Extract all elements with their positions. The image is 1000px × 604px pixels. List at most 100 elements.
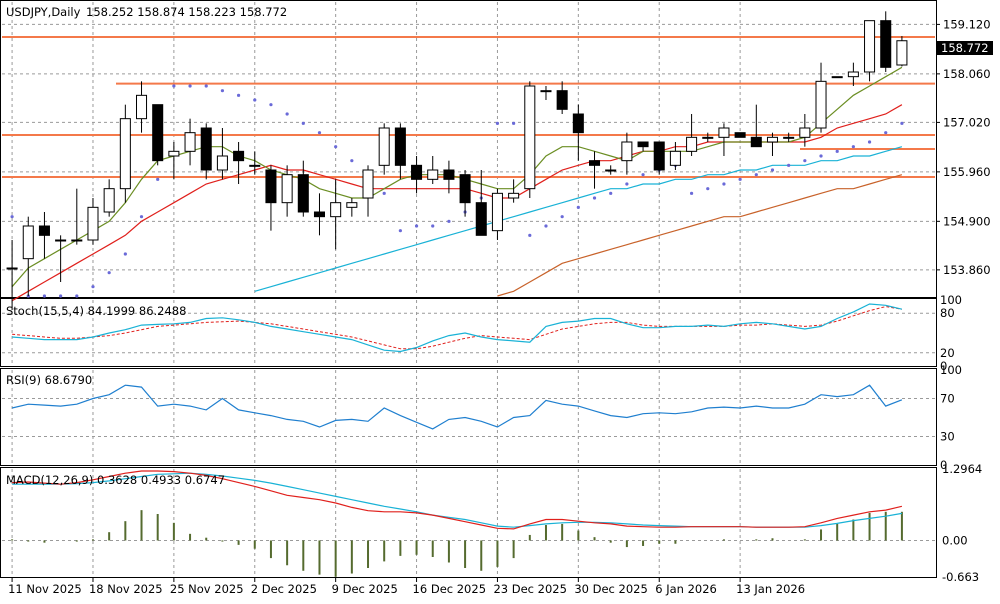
price-tick-label: 154.900 — [943, 214, 991, 228]
candle-body[interactable] — [411, 164, 423, 180]
candle-body[interactable] — [475, 202, 487, 236]
stoch-tick-label: 20 — [940, 346, 955, 360]
x-tick-label: 30 Dec 2025 — [574, 582, 647, 596]
candle-body[interactable] — [362, 169, 374, 199]
sar-dot — [75, 294, 79, 298]
candle-body[interactable] — [896, 40, 908, 66]
candle-body[interactable] — [718, 127, 730, 138]
stoch-label: Stoch(15,5,4) 84.1999 86.2488 — [6, 304, 186, 318]
candle-body[interactable] — [880, 20, 892, 68]
candle-body[interactable] — [686, 136, 698, 152]
candle-body[interactable] — [556, 90, 568, 110]
candle-body[interactable] — [233, 150, 245, 162]
candle-body[interactable] — [346, 202, 358, 208]
candle-body[interactable] — [459, 174, 471, 204]
sar-dot — [754, 173, 758, 177]
candle-body[interactable] — [669, 150, 681, 166]
candle-body[interactable] — [38, 225, 50, 236]
ma-long-line — [497, 174, 903, 297]
candle-body[interactable] — [766, 136, 778, 143]
candle-body[interactable] — [87, 206, 99, 241]
candle-body[interactable] — [6, 267, 18, 270]
sar-dot — [236, 93, 241, 97]
macd-panel-frame — [0, 467, 937, 578]
candle-body[interactable] — [281, 174, 293, 204]
candle-body[interactable] — [605, 169, 617, 172]
candle-body[interactable] — [750, 136, 762, 148]
sar-dot — [91, 285, 95, 289]
candle-body[interactable] — [330, 202, 342, 218]
price-tick-label: 158.060 — [943, 67, 991, 81]
sar-dot — [398, 229, 402, 233]
candle-body[interactable] — [249, 164, 261, 167]
candle-body[interactable] — [184, 132, 196, 152]
x-tick-label: 2 Dec 2025 — [251, 582, 317, 596]
candle-body[interactable] — [621, 141, 633, 162]
sar-dot — [10, 215, 14, 219]
candle-body[interactable] — [572, 113, 584, 134]
candle-body[interactable] — [589, 160, 601, 166]
price-tick-label: 155.960 — [943, 165, 991, 179]
stoch-main-line — [12, 303, 903, 353]
candle-body[interactable] — [508, 192, 520, 199]
candle-body[interactable] — [22, 225, 34, 260]
candle-body[interactable] — [637, 141, 649, 148]
candle-body[interactable] — [103, 188, 115, 213]
macd-tick-label: -0.663 — [942, 570, 979, 584]
sar-dot — [641, 173, 645, 177]
candle-body[interactable] — [702, 136, 714, 139]
sar-dot — [204, 84, 208, 88]
candle-body[interactable] — [864, 20, 876, 73]
macd-label: MACD(12,26,9) 0.3628 0.4933 0.6747 — [6, 473, 225, 487]
rsi-line — [11, 384, 903, 430]
sar-dot — [123, 252, 127, 256]
candle-body[interactable] — [394, 127, 406, 166]
sar-dot — [350, 159, 354, 163]
rsi-line — [11, 384, 903, 430]
stoch-tick-label: 0 — [940, 359, 947, 373]
rsi-tick-label: 30 — [940, 430, 955, 444]
candle-body[interactable] — [378, 127, 390, 166]
x-tick-label: 9 Dec 2025 — [332, 582, 398, 596]
candle-body[interactable] — [815, 80, 827, 129]
candle-body[interactable] — [831, 76, 843, 79]
sar-dot — [447, 219, 451, 223]
x-tick-label: 18 Nov 2025 — [89, 582, 163, 596]
candle-body[interactable] — [55, 239, 67, 242]
candle-body[interactable] — [734, 132, 746, 138]
candle-body[interactable] — [313, 211, 325, 218]
macd-tick-label: 1.2964 — [942, 462, 982, 476]
candle-body[interactable] — [136, 94, 148, 120]
candle-body[interactable] — [847, 71, 859, 78]
candle-body[interactable] — [297, 174, 309, 213]
sar-dot — [156, 177, 160, 181]
candle-body[interactable] — [653, 141, 665, 171]
candle-body[interactable] — [540, 90, 552, 93]
candle-body[interactable] — [152, 104, 164, 162]
sar-dot — [139, 215, 144, 219]
candles[interactable] — [6, 11, 908, 310]
sar-dot — [495, 121, 500, 125]
parabolic-sar — [10, 84, 904, 298]
candle-body[interactable] — [491, 192, 503, 232]
candle-body[interactable] — [119, 118, 131, 190]
sar-dot — [625, 182, 629, 186]
candle-body[interactable] — [71, 239, 83, 242]
candle-body[interactable] — [216, 155, 228, 171]
candle-body[interactable] — [427, 169, 439, 180]
candle-body[interactable] — [168, 150, 180, 157]
current-price-label: 158.772 — [941, 41, 989, 55]
candle-body[interactable] — [265, 169, 277, 204]
candle-body[interactable] — [799, 127, 811, 138]
candle-body[interactable] — [783, 136, 795, 139]
sar-dot — [253, 98, 257, 102]
sar-dot — [867, 140, 872, 144]
sar-dot — [317, 131, 322, 135]
candle-body[interactable] — [524, 85, 536, 190]
candle-body[interactable] — [443, 169, 455, 180]
sar-dot — [592, 196, 597, 200]
sar-dot — [220, 89, 225, 93]
candle-body[interactable] — [200, 127, 212, 171]
